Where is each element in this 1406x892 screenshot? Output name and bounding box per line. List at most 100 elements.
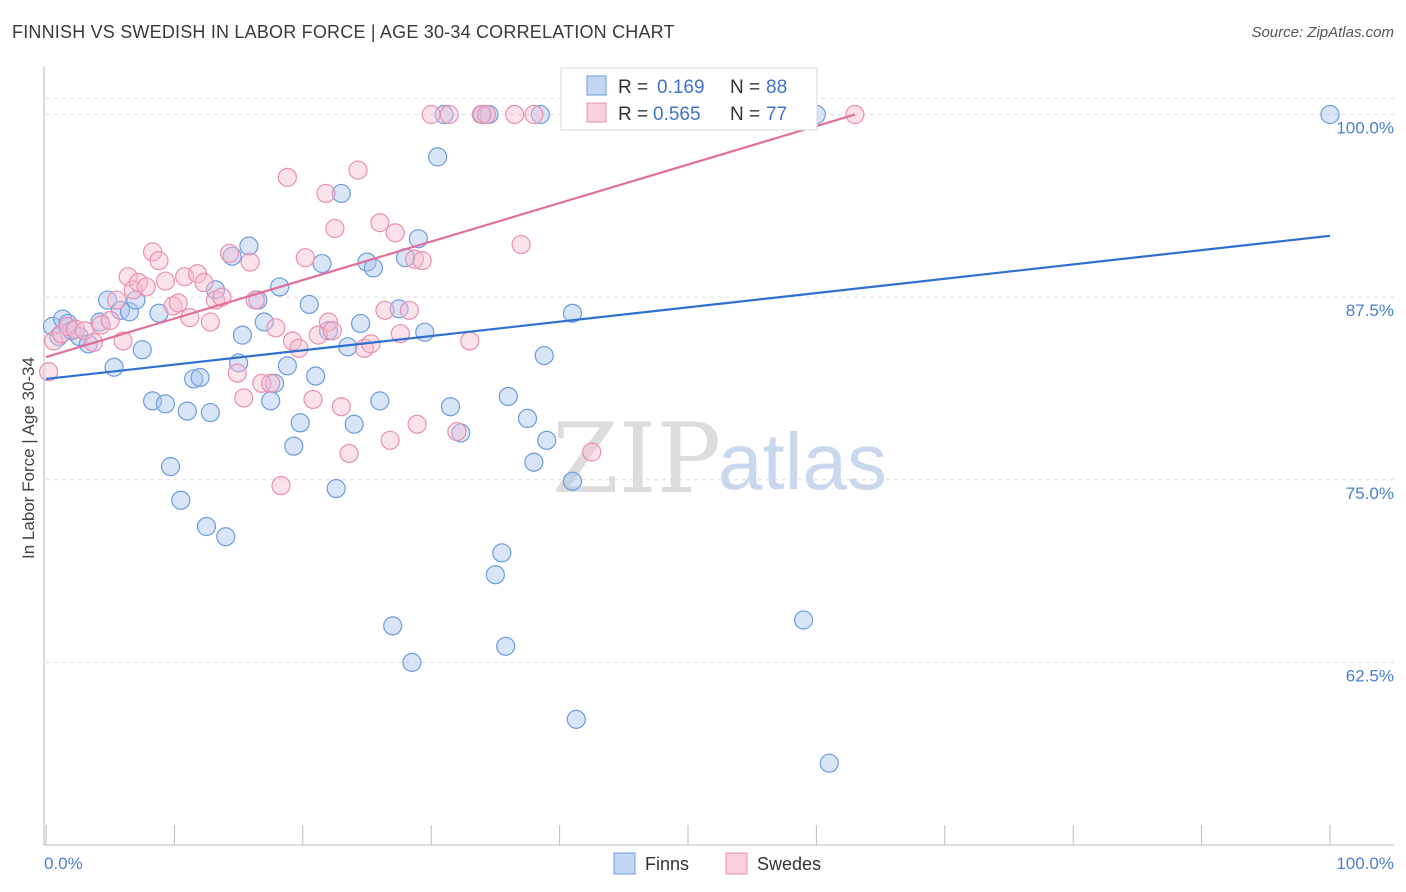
swedes-point	[385, 223, 405, 243]
finns-point	[277, 356, 297, 376]
swedes-point	[266, 318, 286, 338]
swedes-point	[113, 331, 133, 351]
legend-finns-swatch	[586, 75, 607, 96]
finns-point	[562, 303, 583, 323]
finns-point	[190, 367, 210, 388]
swedes-point	[168, 293, 188, 313]
finns-point	[132, 340, 152, 360]
finns-point	[104, 357, 124, 377]
legend-swedes-r-value: 0.565	[653, 104, 701, 125]
legend-swedes-n-label: N =	[730, 104, 760, 125]
finns-point	[566, 709, 586, 729]
finns-point	[524, 452, 544, 472]
finns-point	[562, 471, 583, 491]
bottom-legend-finns-label: Finns	[645, 854, 689, 874]
swedes-points	[38, 104, 865, 496]
finns-point	[284, 436, 304, 456]
swedes-point	[308, 325, 328, 345]
finns-point	[200, 402, 220, 423]
legend: R = 0.169 N = 88 R = 0.565 N = 77	[560, 67, 818, 131]
legend-finns-n-value: 88	[766, 77, 787, 98]
swedes-point	[339, 443, 359, 464]
finns-point	[534, 345, 554, 366]
swedes-point	[194, 272, 214, 293]
finns-point	[331, 183, 351, 204]
swedes-point	[277, 167, 297, 187]
bottom-legend: Finns Swedes	[613, 852, 821, 875]
swedes-point	[404, 249, 425, 269]
finns-point	[205, 280, 226, 300]
finns-point	[160, 457, 181, 477]
swedes-point	[375, 300, 395, 320]
finns-point	[350, 313, 371, 334]
finns-point	[222, 246, 242, 266]
legend-swedes-r-label: R =	[618, 104, 648, 125]
finns-point	[299, 294, 319, 315]
y-tick-label: 100.0%	[1336, 119, 1394, 138]
swedes-point	[100, 310, 120, 331]
finns-point	[290, 413, 310, 433]
swedes-point	[325, 218, 345, 239]
swedes-point	[38, 362, 59, 382]
legend-finns-r-value: 0.169	[657, 77, 705, 98]
finns-point	[254, 312, 274, 332]
finns-point	[184, 369, 204, 389]
finns-point	[485, 565, 505, 585]
swedes-point	[511, 234, 531, 255]
swedes-point	[447, 421, 467, 442]
bottom-legend-swedes-label: Swedes	[757, 854, 821, 874]
finns-point	[261, 391, 281, 411]
trend-lines	[45, 113, 1331, 381]
x-tick-label-min: 0.0%	[44, 854, 83, 873]
swedes-point	[155, 271, 176, 291]
swedes-point	[399, 300, 419, 320]
swedes-point	[44, 331, 64, 351]
swedes-point	[200, 312, 220, 332]
swedes-point	[289, 338, 309, 358]
x-tick-label-max: 100.0%	[1336, 854, 1394, 873]
finns-point	[793, 610, 814, 630]
swedes-point	[407, 414, 427, 434]
swedes-point	[107, 290, 127, 310]
finns-point	[177, 401, 197, 421]
swedes-point	[322, 321, 342, 341]
watermark: ZIP atlas	[552, 403, 887, 515]
y-tick-label: 62.5%	[1346, 666, 1394, 685]
swedes-point	[282, 331, 303, 351]
legend-finns-n-label: N =	[730, 77, 760, 98]
swedes-point	[149, 251, 169, 271]
swedes-point	[271, 476, 291, 496]
legend-swedes-n-value: 77	[766, 104, 787, 125]
swedes-point	[227, 363, 247, 383]
swedes-point	[582, 442, 602, 462]
gridlines	[46, 98, 1394, 663]
bottom-legend-swedes-swatch	[725, 852, 748, 875]
finns-point	[402, 652, 422, 672]
swedes-point	[212, 287, 232, 307]
finns-point	[517, 408, 538, 429]
swedes-point	[303, 389, 323, 410]
y-tick-label: 87.5%	[1346, 301, 1394, 320]
swedes-point	[163, 296, 183, 316]
swedes-point	[91, 315, 111, 335]
y-axis-title: In Labor Force | Age 30-34	[19, 357, 38, 559]
finns-point	[171, 490, 191, 510]
swedes-point	[505, 104, 525, 125]
y-tick-labels: 100.0% 87.5% 75.0% 62.5%	[1336, 119, 1394, 686]
finns-point	[819, 753, 839, 773]
swedes-point	[316, 183, 336, 204]
y-tick-label: 75.0%	[1346, 484, 1394, 503]
swedes-point	[261, 373, 281, 393]
swedes-point	[370, 213, 390, 233]
finns-point	[537, 430, 557, 450]
swedes-point	[295, 248, 315, 268]
finns-point	[344, 414, 364, 434]
finns-point	[492, 543, 512, 563]
finns-point	[312, 253, 332, 274]
legend-finns-r-label: R =	[618, 77, 648, 98]
finns-point	[155, 394, 176, 414]
finns-point	[196, 516, 217, 537]
finns-point	[370, 391, 390, 411]
swedes-point	[220, 243, 240, 263]
